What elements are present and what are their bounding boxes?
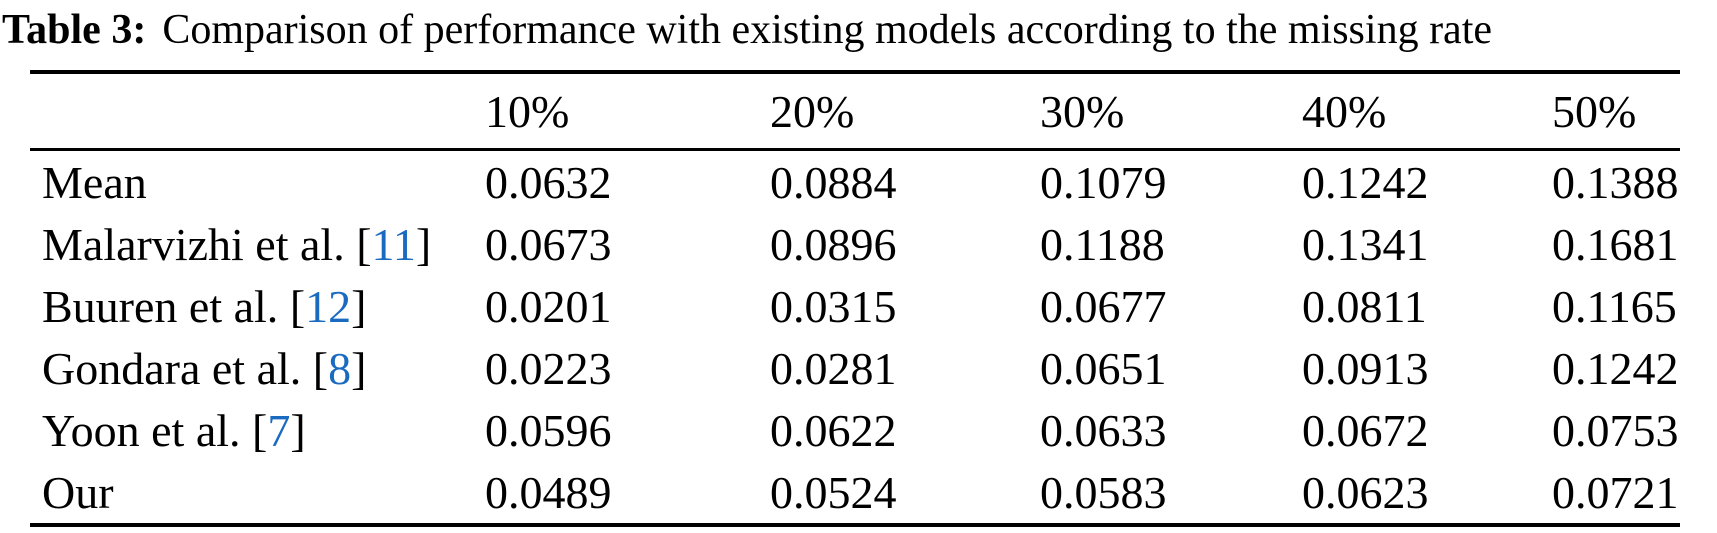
citation-bracket-close: ] [415,218,432,270]
column-header-stub [30,72,485,152]
model-name-cell: Yoon et al. [7] [30,399,485,461]
model-name-cell: Our [30,461,485,525]
metric-value: 0.0223 [485,342,612,394]
metric-value: 0.0677 [1040,280,1167,332]
model-name-cell: Malarvizhi et al. [11] [30,213,485,275]
table-row-buuren: Buuren et al. [12] 0.0201 0.0315 0.0677 … [30,275,1680,337]
table-row-gondara: Gondara et al. [8] 0.0223 0.0281 0.0651 … [30,337,1680,399]
header-row: 10% 20% 30% 40% 50% [30,72,1680,152]
model-name: Yoon et al. [42,404,241,456]
column-header-40pct: 40% [1302,72,1552,152]
metric-value: 0.1341 [1302,218,1429,270]
metric-value: 0.1242 [1302,156,1429,208]
metric-value: 0.0623 [1302,466,1429,518]
column-header-20pct: 20% [770,72,1040,152]
metric-value: 0.0524 [770,466,897,518]
citation-link[interactable]: 7 [267,404,291,456]
metric-value: 0.0811 [1302,280,1427,332]
metric-value: 0.0596 [485,404,612,456]
metric-value: 0.1242 [1552,342,1679,394]
metric-value: 0.0315 [770,280,897,332]
citation-link[interactable]: 8 [328,342,352,394]
metric-value: 0.0896 [770,218,897,270]
metric-value: 0.1388 [1552,156,1679,208]
column-header-50pct: 50% [1552,72,1680,152]
metric-value: 0.0632 [485,156,612,208]
metric-value: 0.0673 [485,218,612,270]
citation-bracket-close: ] [351,342,367,394]
model-name-cell: Mean [30,150,485,214]
table-row-malarvizhi: Malarvizhi et al. [11] 0.0673 0.0896 0.1… [30,213,1680,275]
metric-value: 0.0651 [1040,342,1167,394]
citation-bracket-close: ] [290,404,306,456]
metric-value: 0.0753 [1552,404,1679,456]
table-row-yoon: Yoon et al. [7] 0.0596 0.0622 0.0633 0.0… [30,399,1680,461]
model-name-cell: Gondara et al. [8] [30,337,485,399]
metric-value: 0.0201 [485,280,612,332]
model-name: Mean [42,156,147,208]
citation-link[interactable]: 12 [305,280,352,332]
citation-bracket-open: [ [252,404,268,456]
metric-value: 0.1079 [1040,156,1167,208]
model-name-cell: Buuren et al. [12] [30,275,485,337]
metric-value: 0.0884 [770,156,897,208]
metric-value: 0.1188 [1040,218,1165,270]
citation-bracket-open: [ [289,280,306,332]
metric-value: 0.0489 [485,466,612,518]
metric-value: 0.0721 [1552,466,1679,518]
metric-value: 0.0672 [1302,404,1429,456]
model-name: Malarvizhi et al. [42,218,345,270]
caption-text: Comparison of performance with existing … [162,7,1493,53]
citation-bracket-close: ] [351,280,367,332]
metric-value: 0.1681 [1552,218,1679,270]
metric-value: 0.1165 [1552,280,1677,332]
column-header-10pct: 10% [485,72,770,152]
model-name: Our [42,466,114,518]
metric-value: 0.0913 [1302,342,1429,394]
metric-value: 0.0633 [1040,404,1167,456]
citation-link[interactable]: 11 [371,218,416,270]
citation-bracket-open: [ [312,342,329,394]
results-table: 10% 20% 30% 40% 50% Mean 0.0632 0.0884 0… [30,70,1680,528]
model-name: Gondara et al. [42,342,302,394]
table-caption: Table 3: Comparison of performance with e… [0,0,1717,54]
metric-value: 0.0281 [770,342,897,394]
table-row-our: Our 0.0489 0.0524 0.0583 0.0623 0.0721 [30,461,1680,525]
metric-value: 0.0583 [1040,466,1167,518]
table-row-mean: Mean 0.0632 0.0884 0.1079 0.1242 0.1388 [30,150,1680,214]
column-header-30pct: 30% [1040,72,1302,152]
metric-value: 0.0622 [770,404,897,456]
citation-bracket-open: [ [356,218,372,270]
caption-label: Table 3: [2,7,147,53]
model-name: Buuren et al. [42,280,279,332]
